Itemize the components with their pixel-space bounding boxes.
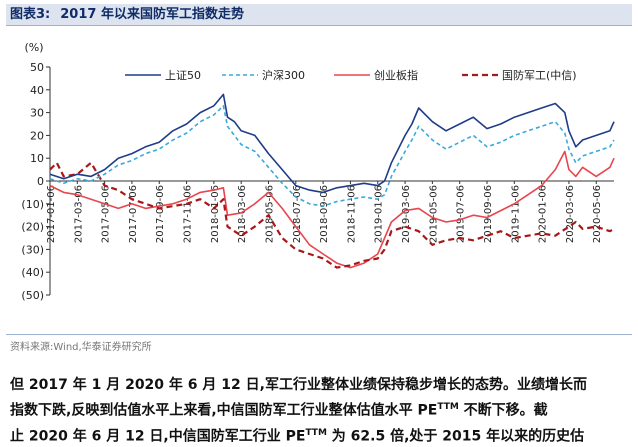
page: 图表3: 2017 年以来国防军工指数走势 (%) 50 40 30 20 10 0 (10)(…: [6, 4, 632, 444]
paragraph-line-2-end: 不断下移。截: [458, 402, 548, 419]
y-tick-label: 20: [30, 129, 44, 142]
x-tick-label: 2018-03-06: [237, 185, 248, 243]
x-tick-label: 2017-09-06: [155, 185, 166, 243]
series-line-0: [49, 93, 615, 194]
source-note: 资料来源:Wind,华泰证券研究所: [6, 334, 632, 353]
legend: 上证50 沪深300 创业板指 国防军工(中信): [125, 68, 577, 82]
y-tick-label: 50: [30, 61, 44, 74]
pe-ttm-superscript: TTM: [437, 402, 459, 412]
y-tick-label: 10: [30, 152, 44, 165]
y-tick-label: 30: [30, 107, 44, 120]
x-tick-label: 2020-05-06: [592, 185, 603, 243]
x-tick-label: 2017-11-06: [183, 185, 194, 243]
y-tick-label: (50): [21, 289, 44, 302]
series-line-2: [49, 150, 615, 269]
x-tick-label: 2019-03-06: [401, 185, 412, 243]
x-tick-label: 2018-05-06: [264, 185, 275, 243]
paragraph-line-3-text: 止 2020 年 6 月 12 日,中信国防军工行业 PE: [10, 428, 306, 445]
y-tick-label: (20): [21, 221, 44, 234]
y-tick-label: (30): [21, 243, 44, 256]
x-tick-label: 2019-07-06: [456, 185, 467, 243]
x-tick-label: 2018-01-06: [210, 185, 221, 243]
series-line-3: [49, 161, 615, 269]
y-tick-label: (10): [21, 198, 44, 211]
paragraph-line-3-end: 为 62.5 倍,处于 2015 年以来的历史估: [326, 428, 585, 445]
x-tick-label: 2019-09-06: [483, 185, 494, 243]
paragraph-line-1: 但 2017 年 1 月 2020 年 6 月 12 日,军工行业整体业绩保持稳…: [10, 377, 587, 393]
x-tick-label: 2019-01-06: [374, 185, 385, 243]
x-tick-label: 2019-11-06: [510, 185, 521, 243]
x-tick-label: 2017-05-06: [101, 185, 112, 243]
paragraph-line-3: 止 2020 年 6 月 12 日,中信国防军工行业 PETTM 为 62.5 …: [10, 422, 632, 447]
y-tick-label: (40): [21, 266, 44, 279]
pe-ttm-superscript: TTM: [305, 427, 327, 438]
y-tick-label: 40: [30, 84, 44, 97]
figure-title: 2017 年以来国防军工指数走势: [60, 7, 244, 22]
paragraph-line-2: 指数下跌,反映到估值水平上来看,中信国防军工行业整体估值水平 PETTM 不断下…: [10, 396, 632, 422]
x-tick-label: 2018-07-06: [292, 185, 303, 243]
x-tick-label: 2020-03-06: [565, 185, 576, 243]
x-axis: 2017-01-06 2017-03-06 2017-05-06 2017-07-06…: [46, 180, 614, 243]
y-tick-label: 0: [37, 175, 44, 188]
paragraph-line-2-text: 指数下跌,反映到估值水平上来看,中信国防军工行业整体估值水平 PE: [10, 402, 438, 419]
series-line-1: [49, 105, 615, 207]
x-tick-label: 2018-09-06: [319, 185, 330, 243]
chart: (%) 50 40 30 20 10 0 (10) (20) (30) (40) (50) 2017-…: [21, 41, 615, 302]
y-axis-label: (%): [24, 41, 43, 54]
x-tick-label: 2020-01-06: [538, 185, 549, 243]
y-axis: (%) 50 40 30 20 10 0 (10) (20) (30) (40) (50): [21, 41, 51, 302]
figure-title-bar: 图表3: 2017 年以来国防军工指数走势: [6, 4, 632, 26]
x-tick-label: 2017-01-06: [46, 185, 57, 243]
x-tick-label: 2017-07-06: [128, 185, 139, 243]
x-tick-label: 2019-05-06: [428, 185, 439, 243]
series-layer: [49, 93, 615, 269]
x-tick-label: 2017-03-06: [73, 185, 84, 243]
legend-label-1: 沪深300: [262, 68, 305, 82]
figure-label: 图表3:: [10, 7, 51, 22]
legend-label-2: 创业板指: [374, 68, 418, 82]
legend-label-0: 上证50: [165, 69, 201, 82]
body-paragraph: 但 2017 年 1 月 2020 年 6 月 12 日,军工行业整体业绩保持稳…: [10, 374, 632, 447]
x-tick-label: 2018-11-06: [346, 185, 357, 243]
legend-label-3: 国防军工(中信): [502, 68, 577, 82]
